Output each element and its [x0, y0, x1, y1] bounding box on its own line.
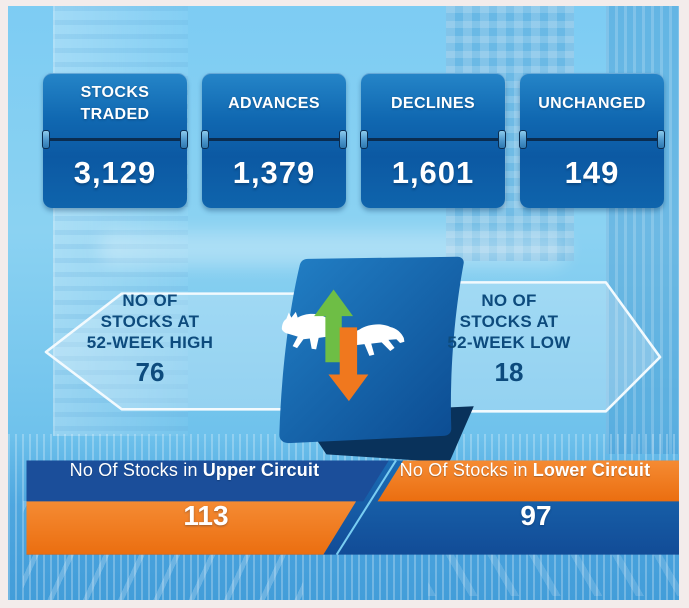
- upper-circuit-bold: Upper Circuit: [202, 460, 320, 480]
- lower-circuit-header-bg: [377, 460, 679, 502]
- card-unchanged: UNCHANGED 149: [519, 73, 665, 208]
- card-label: STOCKS TRADED: [80, 84, 150, 123]
- card-label: UNCHANGED: [538, 95, 646, 113]
- bear-icon: [347, 324, 405, 356]
- lower-circuit-bold: Lower Circuit: [532, 460, 651, 480]
- week-high-line3: 52-WEEK HIGH: [86, 333, 214, 352]
- card-advances: ADVANCES 1,379: [201, 73, 347, 208]
- week-high-value: 76: [135, 357, 165, 387]
- infographic-background: STOCKS TRADED 3,129 ADVANCES 1,379 DECLI…: [8, 6, 679, 600]
- upper-circuit-body: [26, 501, 357, 555]
- upper-circuit-header: No Of Stocks in Upper Circuit: [32, 451, 357, 490]
- summary-cards: STOCKS TRADED 3,129 ADVANCES 1,379 DECLI…: [42, 73, 665, 208]
- divider-knob-left: [360, 130, 368, 149]
- lower-circuit-value: 97: [520, 500, 552, 531]
- week-high-label-block: NO OF STOCKS AT 52-WEEK HIGH 76: [40, 290, 260, 388]
- upper-circuit-value: 113: [183, 500, 229, 531]
- card-divider: [43, 138, 187, 141]
- week-low-label-block: NO OF STOCKS AT 52-WEEK LOW 18: [399, 290, 619, 388]
- card-value: 149: [564, 155, 620, 190]
- card-label: DECLINES: [390, 95, 476, 113]
- card-divider: [202, 138, 346, 141]
- circuit-strip: [26, 459, 679, 556]
- card-value: 1,379: [232, 155, 316, 190]
- card-divider: [361, 138, 505, 141]
- divider-knob-right: [498, 130, 506, 149]
- upper-circuit-header-bg: [26, 460, 389, 502]
- infographic-shapes: [26, 256, 679, 556]
- week-low-line3: 52-WEEK LOW: [447, 333, 571, 352]
- week-low-line2: STOCKS AT: [459, 312, 559, 331]
- down-arrow-icon: [328, 327, 369, 402]
- lower-circuit-header: No Of Stocks in Lower Circuit: [380, 451, 670, 490]
- week-low-line1: NO OF: [481, 291, 537, 310]
- card-value: 3,129: [73, 155, 157, 190]
- divider-knob-left: [519, 130, 527, 149]
- card-label: ADVANCES: [228, 95, 320, 113]
- week-high-line1: NO OF: [122, 291, 178, 310]
- divider-knob-left: [42, 130, 50, 149]
- card-value: 1,601: [391, 155, 475, 190]
- diagonal-separator: [335, 459, 397, 556]
- week-low-value: 18: [494, 357, 524, 387]
- divider-knob-right: [339, 130, 347, 149]
- card-declines: DECLINES 1,601: [360, 73, 506, 208]
- divider-knob-right: [180, 130, 188, 149]
- card-stocks-traded: STOCKS TRADED 3,129: [42, 73, 188, 208]
- lower-circuit-prefix: No Of Stocks in: [399, 460, 528, 480]
- card-divider: [520, 138, 664, 141]
- divider-knob-right: [657, 130, 665, 149]
- divider-knob-left: [201, 130, 209, 149]
- upper-circuit-prefix: No Of Stocks in: [69, 460, 198, 480]
- week-high-line2: STOCKS AT: [100, 312, 200, 331]
- up-arrow-icon: [314, 289, 354, 363]
